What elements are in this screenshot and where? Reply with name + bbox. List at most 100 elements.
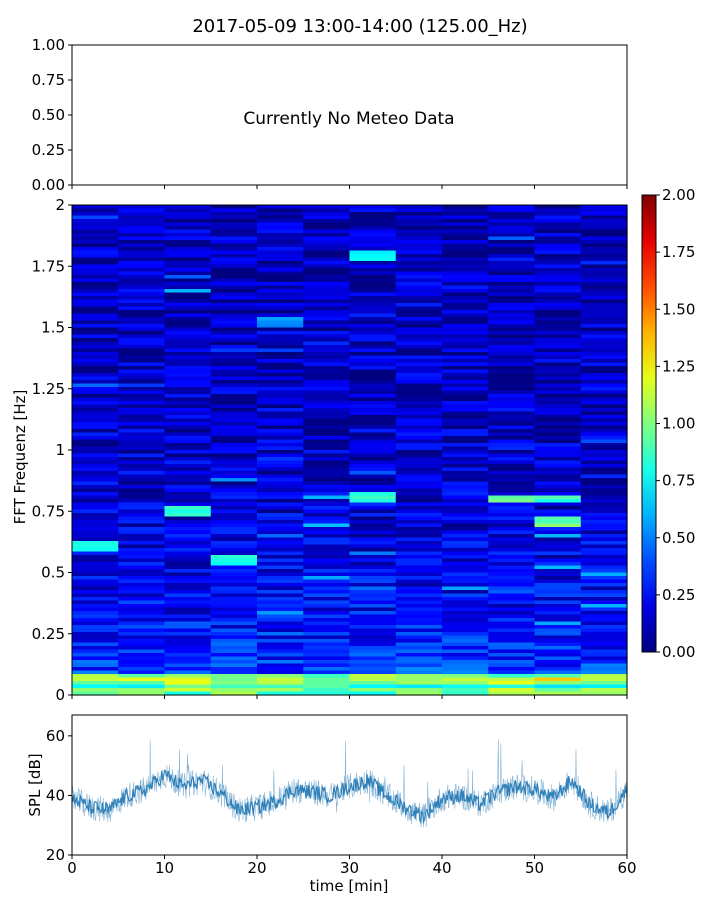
heatmap-cell [210, 229, 258, 234]
heatmap-cell [210, 670, 258, 675]
heatmap-cell [580, 681, 628, 686]
heatmap-cell [210, 446, 258, 451]
heatmap-cell [580, 376, 628, 381]
heatmap-cell [442, 229, 489, 234]
heatmap-cell [257, 397, 304, 402]
heatmap-cell [257, 222, 304, 227]
colorbar-tick-label: 1.50 [662, 300, 695, 318]
heatmap-cell [488, 334, 536, 339]
heatmap-cell [488, 397, 536, 402]
heatmap-cell [257, 352, 304, 357]
heatmap-cell [210, 247, 258, 252]
heatmap-cell [303, 208, 351, 213]
heatmap-cell [118, 565, 166, 570]
heatmap-cell [303, 600, 351, 605]
heatmap-cell [257, 674, 304, 679]
heatmap-cell [210, 310, 258, 315]
heatmap-cell [488, 614, 536, 619]
heatmap-cell [534, 240, 582, 245]
heatmap-cell [210, 376, 258, 381]
heatmap-cell [488, 348, 536, 353]
heatmap-cell [164, 450, 212, 455]
heatmap-cell [257, 586, 304, 591]
heatmap-cell [442, 373, 489, 378]
heatmap-cell [488, 677, 536, 682]
heatmap-cell [303, 243, 351, 248]
heatmap-cell [442, 299, 489, 304]
heatmap-cell [488, 355, 536, 360]
heatmap-cell [580, 338, 628, 343]
heatmap-cell [442, 313, 489, 318]
heatmap-cell [72, 387, 119, 392]
heatmap-cell [303, 551, 351, 556]
heatmap-cell [72, 299, 119, 304]
heatmap-cell [534, 642, 582, 647]
heatmap-cell [488, 250, 536, 255]
heatmap-cell [488, 401, 536, 406]
heatmap-cell [303, 240, 351, 245]
heatmap-cell [72, 583, 119, 588]
heatmap-cell [210, 264, 258, 269]
heatmap-cell [488, 537, 536, 542]
heatmap-cell [72, 310, 119, 315]
heatmap-cell [118, 411, 166, 416]
heatmap-cell [118, 324, 166, 329]
heatmap-cell [395, 359, 443, 364]
heatmap-cell [349, 593, 397, 598]
heatmap-cell [257, 331, 304, 336]
heatmap-cell [72, 586, 119, 591]
heatmap-cell [164, 600, 212, 605]
heatmap-cell [118, 597, 166, 602]
heatmap-cell [580, 240, 628, 245]
heatmap-cell [534, 481, 582, 486]
heatmap-cell [534, 464, 582, 469]
heatmap-cell [534, 639, 582, 644]
heatmap-cell [395, 572, 443, 577]
heatmap-cell [72, 443, 119, 448]
heatmap-cell [534, 555, 582, 560]
heatmap-cell [349, 254, 397, 259]
heatmap-cell [395, 499, 443, 504]
colorbar-tick-label: 1.75 [662, 243, 695, 261]
heatmap-cell [349, 327, 397, 332]
heatmap-cell [72, 646, 119, 651]
heatmap-cell [118, 299, 166, 304]
heatmap-cell [580, 324, 628, 329]
heatmap-cell [488, 352, 536, 357]
heatmap-cell [257, 618, 304, 623]
heatmap-cell [488, 555, 536, 560]
heatmap-cell [349, 464, 397, 469]
heatmap-cell [395, 408, 443, 413]
heatmap-cell [303, 425, 351, 430]
heatmap-cell [580, 278, 628, 283]
heatmap-cell [257, 324, 304, 329]
heatmap-cell [72, 439, 119, 444]
heatmap-cell [72, 562, 119, 567]
heatmap-cell [395, 611, 443, 616]
heatmap-cell [395, 404, 443, 409]
heatmap-cell [257, 565, 304, 570]
heatmap-cell [580, 541, 628, 546]
heatmap-cell [72, 600, 119, 605]
heatmap-cell [72, 492, 119, 497]
heatmap-cell [72, 376, 119, 381]
heatmap-cell [442, 565, 489, 570]
heatmap-cell [349, 555, 397, 560]
heatmap-cell [534, 537, 582, 542]
heatmap-cell [395, 383, 443, 388]
heatmap-cell [164, 236, 212, 241]
heatmap-cell [580, 215, 628, 220]
heatmap-cell [534, 425, 582, 430]
heatmap-cell [395, 257, 443, 262]
heatmap-cell [580, 352, 628, 357]
heatmap-cell [395, 649, 443, 654]
heatmap-cell [442, 635, 489, 640]
heatmap-cell [580, 275, 628, 280]
heatmap-cell [118, 688, 166, 693]
heatmap-cell [580, 464, 628, 469]
heatmap-cell [580, 569, 628, 574]
heatmap-cell [210, 488, 258, 493]
heatmap-cell [118, 607, 166, 612]
heatmap-cell [257, 219, 304, 224]
heatmap-cell [72, 618, 119, 623]
